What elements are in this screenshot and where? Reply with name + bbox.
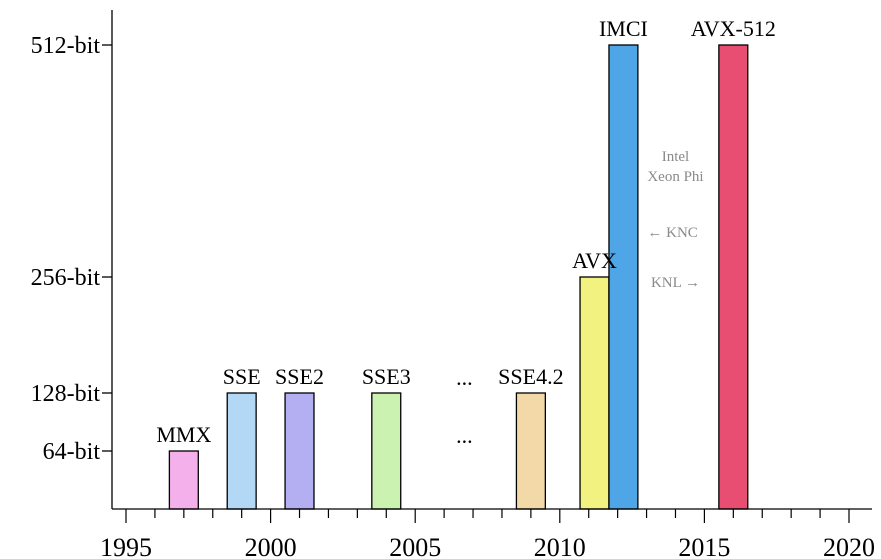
annotation-label: Intel	[662, 149, 690, 165]
x-tick-label: 2015	[678, 533, 730, 559]
y-tick-label: 512-bit	[31, 33, 101, 59]
axes	[102, 10, 872, 523]
bar-imci	[608, 44, 639, 510]
x-tick-label: 1995	[100, 533, 152, 559]
bar-avx-512	[718, 44, 749, 510]
ellipsis-label: ...	[456, 365, 473, 390]
x-tick-label: 2000	[245, 533, 297, 559]
y-tick-label: 64-bit	[43, 439, 101, 465]
x-tick-label: 2010	[534, 533, 586, 559]
bar-label: IMCI	[599, 16, 648, 41]
bar-sse3	[371, 392, 402, 510]
bar-label: SSE4.2	[498, 364, 563, 389]
bar-mmx	[168, 450, 199, 510]
x-tick-label: 2020	[823, 533, 875, 559]
bar-label: MMX	[156, 422, 211, 447]
annotation-label: KNL →	[651, 275, 700, 291]
bar-avx	[579, 276, 610, 510]
ellipsis-label: ...	[456, 423, 473, 448]
y-tick-label: 256-bit	[31, 265, 101, 291]
bar-label: SSE	[223, 364, 261, 389]
bar-label: SSE3	[362, 364, 411, 389]
bar-label: SSE2	[275, 364, 324, 389]
x-tick-label: 2005	[389, 533, 441, 559]
y-tick-label: 128-bit	[31, 381, 101, 407]
annotation-label: Xeon Phi	[647, 169, 703, 185]
bars	[168, 44, 749, 510]
bar-sse4-2	[515, 392, 546, 510]
bar-sse2	[284, 392, 315, 510]
labels: MMX SSE SSE2 SSE3 SSE4.2 AVX IMCI AVX-512 1995 20…	[31, 16, 875, 559]
bar-label: AVX-512	[691, 16, 776, 41]
annotation-label: ← KNC	[647, 225, 697, 241]
bar-label: AVX	[572, 248, 617, 273]
bar-sse	[226, 392, 257, 510]
